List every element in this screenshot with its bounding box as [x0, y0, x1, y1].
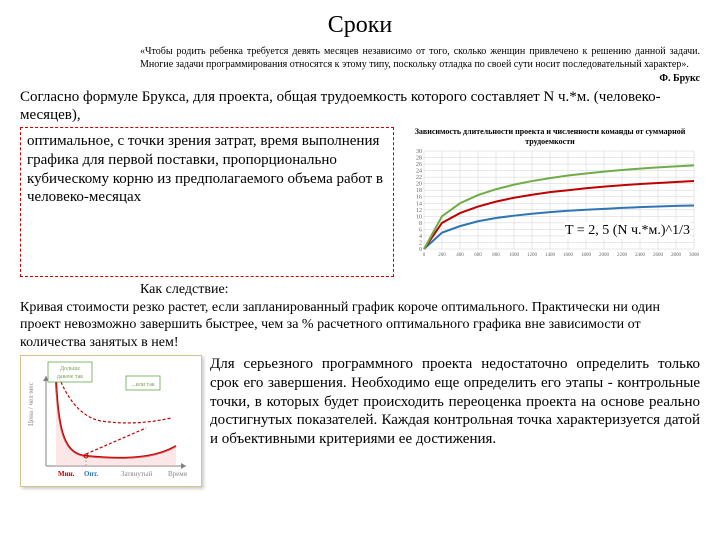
svg-text:Цена / чел·мес: Цена / чел·мес [27, 382, 35, 426]
svg-text:0: 0 [423, 253, 426, 258]
consequence-block: Как следствие: Кривая стоимости резко ра… [20, 281, 700, 351]
intro-text: Согласно формуле Брукса, для проекта, об… [20, 88, 700, 126]
formula-text: T = 2, 5 (N ч.*м.)^1/3 [565, 222, 690, 240]
svg-text:30: 30 [416, 149, 422, 155]
svg-text:20: 20 [416, 182, 422, 188]
svg-text:24: 24 [416, 169, 422, 175]
svg-text:2600: 2600 [653, 253, 664, 258]
cost-curve-chart: Цена / чел·мес Дольше даваче так ...или так… [20, 355, 202, 487]
svg-text:Опт.: Опт. [84, 470, 98, 478]
svg-text:2200: 2200 [617, 253, 628, 258]
epigraph-quote: «Чтобы родить ребенка требуется девять м… [140, 46, 700, 71]
milestones-paragraph: Для серьезного программного проекта недо… [210, 355, 700, 487]
svg-text:8: 8 [419, 221, 422, 227]
svg-text:800: 800 [492, 253, 500, 258]
svg-text:2400: 2400 [635, 253, 646, 258]
svg-text:...или так: ...или так [131, 382, 155, 388]
svg-text:14: 14 [416, 201, 422, 207]
svg-text:2: 2 [419, 240, 422, 246]
chart-title: Зависимость длительности проекта и числе… [400, 127, 700, 147]
svg-text:1400: 1400 [545, 253, 556, 258]
svg-text:12: 12 [416, 208, 422, 214]
svg-text:1800: 1800 [581, 253, 592, 258]
svg-text:0: 0 [419, 247, 422, 253]
page-title: Сроки [20, 10, 700, 40]
consequence-body: Кривая стоимости резко растет, если запл… [20, 299, 700, 352]
svg-text:28: 28 [416, 156, 422, 162]
epigraph-author: Ф. Брукс [20, 73, 700, 86]
svg-text:200: 200 [438, 253, 446, 258]
svg-text:2000: 2000 [599, 253, 610, 258]
svg-text:18: 18 [416, 188, 422, 194]
highlighted-statement: оптимальное, с точки зрения затрат, врем… [20, 127, 394, 277]
svg-text:даваче так: даваче так [57, 374, 83, 380]
svg-text:2800: 2800 [671, 253, 682, 258]
chart-dependency: Зависимость длительности проекта и числе… [400, 127, 700, 277]
svg-text:1000: 1000 [509, 253, 520, 258]
svg-text:22: 22 [416, 175, 422, 181]
svg-text:Время: Время [168, 470, 188, 478]
svg-text:26: 26 [416, 162, 422, 168]
svg-text:4: 4 [419, 234, 422, 240]
svg-text:10: 10 [416, 214, 422, 220]
svg-text:Затянутый: Затянутый [121, 470, 153, 478]
consequence-heading: Как следствие: [140, 281, 700, 299]
line-chart-svg: 0246810121416182022242628300200400600800… [400, 147, 700, 267]
svg-text:Мин.: Мин. [58, 470, 75, 478]
svg-text:16: 16 [416, 195, 422, 201]
svg-text:1600: 1600 [563, 253, 574, 258]
svg-text:600: 600 [474, 253, 482, 258]
svg-text:6: 6 [419, 227, 422, 233]
svg-text:Дольше: Дольше [60, 366, 80, 372]
svg-text:3000: 3000 [689, 253, 700, 258]
svg-text:400: 400 [456, 253, 464, 258]
svg-text:1200: 1200 [527, 253, 538, 258]
